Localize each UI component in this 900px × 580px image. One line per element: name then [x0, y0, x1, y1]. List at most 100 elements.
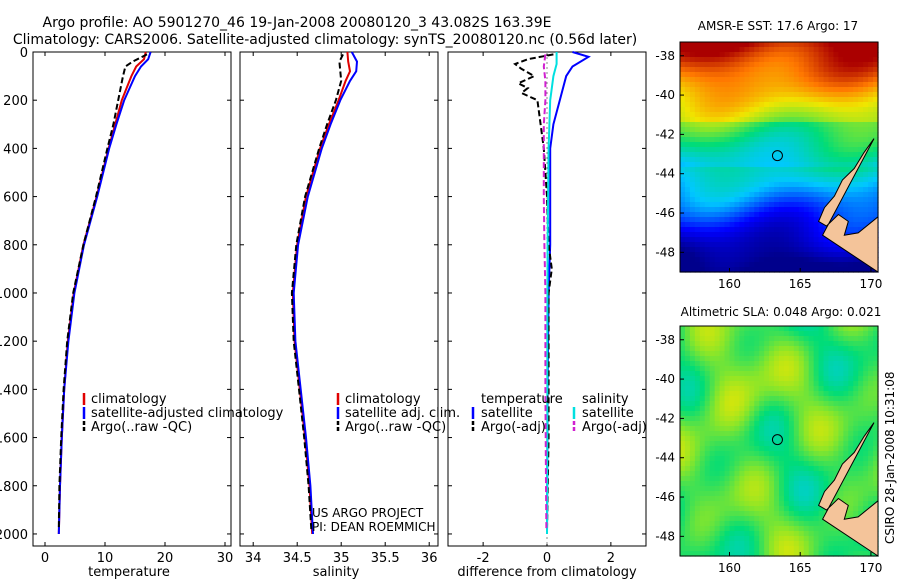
map-cell: [838, 416, 844, 422]
map-cell: [843, 67, 849, 73]
map-cell: [779, 546, 785, 552]
map-cell: [754, 67, 760, 73]
map-cell: [709, 501, 716, 507]
map-cell: [828, 401, 835, 407]
map-cell: [808, 391, 815, 397]
map-cell: [759, 42, 765, 48]
map-cell: [759, 47, 765, 53]
map-cell: [858, 92, 864, 98]
map-cell: [749, 257, 755, 263]
map-cell: [744, 531, 750, 537]
map-cell: [689, 92, 696, 98]
map-cell: [684, 82, 691, 88]
map-cell: [818, 242, 825, 248]
map-cell: [838, 132, 844, 138]
map-cell: [744, 252, 750, 258]
map-cell: [774, 52, 780, 58]
map-cell: [818, 396, 825, 402]
map-cell: [823, 132, 830, 138]
map-cell: [838, 127, 844, 133]
map-cell: [833, 147, 839, 153]
map-cell: [823, 341, 830, 347]
x-tick-label: 170: [859, 561, 882, 575]
map-cell: [858, 451, 864, 457]
map-cell: [734, 326, 740, 332]
map-cell: [684, 491, 691, 497]
map-cell: [769, 142, 775, 148]
map-cell: [689, 262, 696, 268]
map-cell: [873, 361, 879, 367]
map-cell: [749, 516, 755, 522]
map-cell: [724, 92, 731, 98]
map-cell: [734, 376, 740, 382]
map-cell: [769, 516, 775, 522]
map-cell: [734, 521, 740, 527]
map-cell: [823, 152, 830, 158]
map-cell: [764, 436, 770, 442]
map-cell: [749, 421, 755, 427]
map-cell: [709, 227, 716, 233]
map-cell: [729, 92, 736, 98]
map-cell: [739, 481, 745, 487]
map-cell: [793, 331, 800, 337]
map-cell: [769, 47, 775, 53]
map-cell: [689, 247, 696, 253]
map-cell: [828, 406, 835, 412]
map-cell: [704, 102, 711, 108]
map-cell: [689, 242, 696, 248]
map-cell: [808, 92, 815, 98]
map-cell: [838, 202, 844, 208]
map-cell: [833, 97, 839, 103]
map-cell: [749, 386, 755, 392]
map-cell: [788, 217, 795, 223]
map-cell: [699, 346, 706, 352]
map-cell: [699, 526, 706, 532]
map-cell: [714, 202, 721, 208]
map-cell: [823, 257, 830, 263]
map-cell: [719, 381, 726, 387]
map-cell: [813, 361, 820, 367]
map-cell: [813, 207, 820, 213]
map-cell: [818, 431, 825, 437]
map-cell: [709, 102, 716, 108]
map-cell: [803, 232, 810, 238]
legend-label-temp-argo: Argo(-adj): [481, 420, 546, 435]
map-cell: [729, 122, 736, 128]
map-cell: [709, 112, 716, 118]
map-cell: [779, 212, 785, 218]
map-cell: [838, 326, 844, 332]
map-cell: [759, 421, 765, 427]
map-cell: [848, 421, 854, 427]
map-cell: [868, 331, 874, 337]
map-cell: [863, 441, 869, 447]
map-cell: [699, 242, 706, 248]
map-cell: [694, 496, 701, 502]
map-cell: [833, 262, 839, 268]
map-cell: [793, 122, 800, 128]
map-cell: [754, 247, 760, 253]
map-cell: [729, 252, 736, 258]
map-cell: [863, 466, 869, 472]
map-cell: [858, 97, 864, 103]
map-cell: [873, 456, 879, 462]
map-cell: [694, 172, 701, 178]
map-cell: [754, 546, 760, 552]
map-cell: [818, 167, 825, 173]
map-cell: [779, 406, 785, 412]
map-cell: [873, 127, 879, 133]
map-cell: [759, 127, 765, 133]
map-cell: [764, 207, 770, 213]
map-cell: [813, 496, 820, 502]
map-cell: [863, 486, 869, 492]
map-cell: [868, 346, 874, 352]
map-cell: [754, 346, 760, 352]
map-cell: [764, 391, 770, 397]
map-cell: [838, 341, 844, 347]
map-cell: [838, 401, 844, 407]
map-cell: [699, 247, 706, 253]
map-cell: [704, 551, 711, 557]
map-cell: [808, 456, 815, 462]
map-cell: [689, 391, 696, 397]
map-cell: [744, 336, 750, 342]
map-cell: [813, 486, 820, 492]
